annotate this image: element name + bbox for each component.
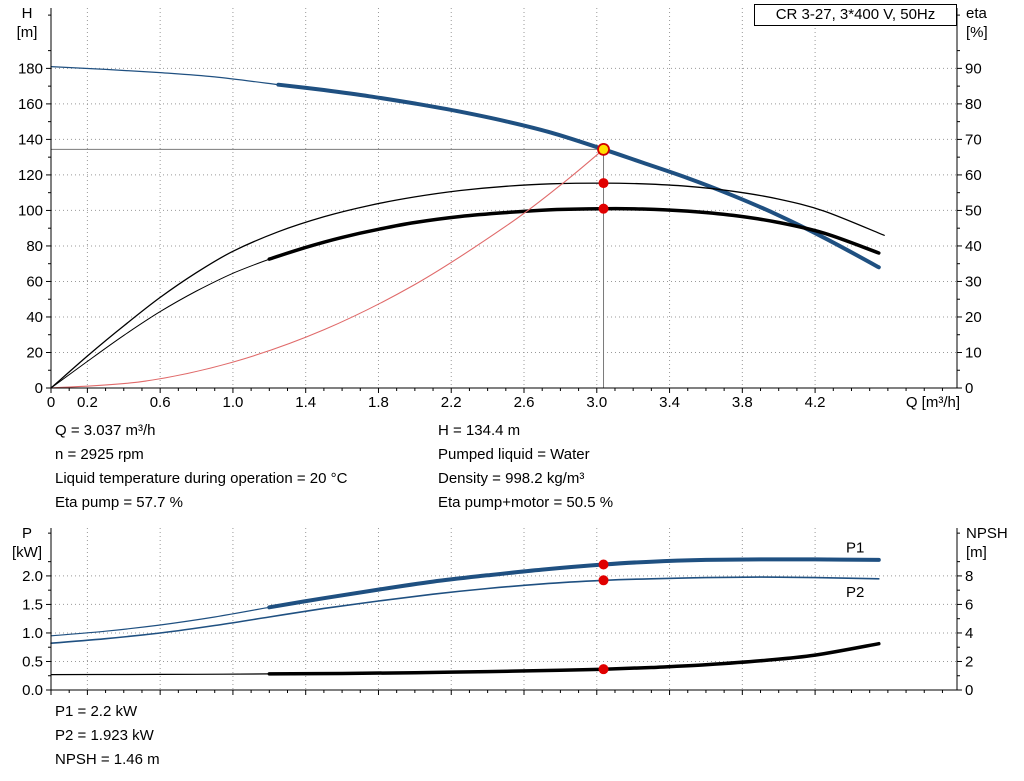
x-tick-label: 3.4	[659, 394, 680, 411]
x-tick-label: 0	[47, 394, 55, 411]
eta-pump-motor-point	[598, 203, 609, 214]
x-tick-label: 3.0	[586, 394, 607, 411]
p1-curve-lead	[50, 606, 270, 637]
x-tick-label: 1.8	[368, 394, 389, 411]
system-curve	[50, 148, 605, 389]
y-tick-label: 80	[26, 238, 43, 255]
y-tick-label: 20	[965, 309, 982, 326]
x-tick-label: 2.2	[441, 394, 462, 411]
y-tick-label: 30	[965, 273, 982, 290]
y-left-axis-label: P	[22, 525, 32, 542]
info-head: H = 134.4 m	[438, 422, 521, 439]
x-tick-label: 2.6	[514, 394, 535, 411]
y-right-axis-label: [%]	[966, 24, 988, 41]
y-right-axis-label: eta	[966, 5, 988, 22]
y-tick-label: 0.0	[22, 682, 43, 699]
y-tick-label: 50	[965, 202, 982, 219]
info-eta-pump-motor: Eta pump+motor = 50.5 %	[438, 494, 614, 511]
y-right-axis-label: NPSH	[966, 525, 1008, 542]
eta-pump-curve	[50, 182, 885, 389]
info-p2: P2 = 1.923 kW	[55, 727, 154, 744]
npsh-curve	[267, 641, 881, 676]
x-tick-label: 0.6	[150, 394, 171, 411]
info-speed: n = 2925 rpm	[55, 446, 144, 463]
y-tick-label: 20	[26, 344, 43, 361]
y-tick-label: 1.0	[22, 625, 43, 642]
info-p1: P1 = 2.2 kW	[55, 703, 138, 720]
p2-curve	[50, 576, 880, 644]
x-tick-label: 3.8	[732, 394, 753, 411]
p2-label: P2	[846, 584, 864, 601]
info-liquid-temp: Liquid temperature during operation = 20…	[55, 470, 348, 487]
y-tick-label: 6	[965, 596, 973, 613]
p1-label: P1	[846, 539, 864, 556]
info-flow: Q = 3.037 m³/h	[55, 422, 156, 439]
y-tick-label: 10	[965, 344, 982, 361]
qh-eta-chart-svg: 0 0.2 0.6 1.0 1.4 1.8 2.2 2.6 3.0 3.4 3.8 4.2 Q [m³/…	[17, 5, 988, 411]
y-tick-label: 80	[965, 96, 982, 113]
y-right-axis-label: [m]	[966, 544, 987, 561]
power-npsh-chart: P1 P2 0.0 0.5 1.0 1.5 2.0 0 2 4 6 8 P [kW] NPSH [m]	[0, 518, 1024, 708]
eta-pump-motor-lead	[50, 258, 270, 389]
p1-point	[598, 559, 609, 570]
eta-pump-point	[598, 178, 609, 189]
x-tick-label: 0.2	[77, 394, 98, 411]
p1-curve	[267, 557, 881, 610]
y-tick-label: 0	[965, 380, 973, 397]
y-tick-label: 90	[965, 60, 982, 77]
x-tick-label: 1.0	[222, 394, 243, 411]
x-axis-label: Q [m³/h]	[906, 394, 960, 411]
y-left-axis-label: [kW]	[12, 544, 42, 561]
y-tick-label: 8	[965, 568, 973, 585]
npsh-point	[598, 664, 609, 675]
info-eta-pump: Eta pump = 57.7 %	[55, 494, 183, 511]
p2-point	[598, 575, 609, 586]
power-info-column: P1 = 2.2 kW P2 = 1.923 kW NPSH = 1.46 m	[55, 700, 160, 772]
y-tick-label: 100	[18, 202, 43, 219]
y-tick-label: 4	[965, 625, 973, 642]
qh-curve-lead	[50, 66, 279, 86]
eta-pump-motor-curve	[267, 206, 881, 261]
qh-eta-chart: 0 0.2 0.6 1.0 1.4 1.8 2.2 2.6 3.0 3.4 3.8 4.2 Q [m³/…	[17, 5, 988, 411]
y-tick-label: 140	[18, 131, 43, 148]
y-tick-label: 40	[26, 309, 43, 326]
y-tick-label: 0.5	[22, 653, 43, 670]
power-npsh-chart-svg: P1 P2 0.0 0.5 1.0 1.5 2.0 0 2 4 6 8 P [kW] NPSH [m]	[12, 525, 1008, 699]
duty-info-left-column: Q = 3.037 m³/h n = 2925 rpm Liquid tempe…	[55, 419, 347, 515]
x-tick-label: 1.4	[295, 394, 316, 411]
duty-info-right-column: H = 134.4 m Pumped liquid = Water Densit…	[438, 419, 613, 515]
x-tick-label: 4.2	[805, 394, 826, 411]
y-tick-label: 60	[965, 167, 982, 184]
y-tick-label: 2.0	[22, 568, 43, 585]
y-tick-label: 160	[18, 96, 43, 113]
y-left-axis-label: H	[22, 5, 33, 22]
y-left-axis-label: [m]	[17, 24, 38, 41]
y-tick-label: 0	[965, 682, 973, 699]
duty-point[interactable]	[597, 142, 610, 156]
y-tick-label: 40	[965, 238, 982, 255]
y-tick-label: 60	[26, 273, 43, 290]
y-tick-label: 180	[18, 60, 43, 77]
pump-model-box: CR 3-27, 3*400 V, 50Hz	[754, 4, 957, 26]
info-density: Density = 998.2 kg/m³	[438, 470, 585, 487]
y-tick-label: 2	[965, 653, 973, 670]
y-tick-label: 120	[18, 167, 43, 184]
y-tick-label: 0	[35, 380, 43, 397]
npsh-curve-lead	[50, 673, 270, 676]
info-npsh: NPSH = 1.46 m	[55, 751, 160, 768]
qh-curve	[276, 82, 881, 270]
y-tick-label: 70	[965, 131, 982, 148]
info-pumped-liquid: Pumped liquid = Water	[438, 446, 590, 463]
y-tick-label: 1.5	[22, 596, 43, 613]
